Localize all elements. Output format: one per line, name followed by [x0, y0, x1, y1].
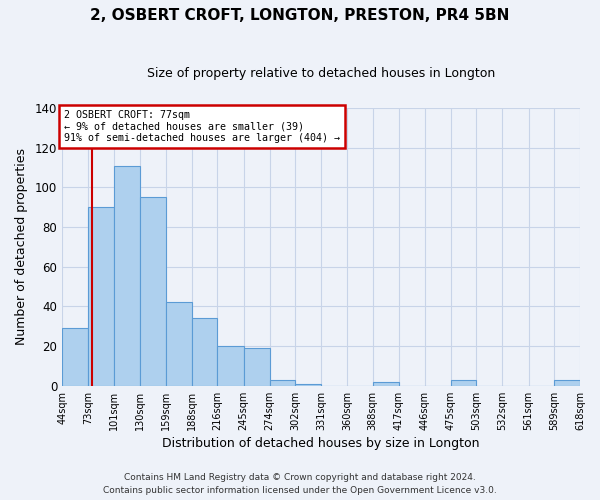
Y-axis label: Number of detached properties: Number of detached properties: [15, 148, 28, 346]
Bar: [269, 380, 295, 386]
Bar: [166, 302, 192, 386]
Bar: [88, 208, 113, 386]
X-axis label: Distribution of detached houses by size in Longton: Distribution of detached houses by size …: [163, 437, 480, 450]
Bar: [192, 318, 217, 386]
Bar: [140, 198, 166, 386]
Text: 2, OSBERT CROFT, LONGTON, PRESTON, PR4 5BN: 2, OSBERT CROFT, LONGTON, PRESTON, PR4 5…: [91, 8, 509, 22]
Bar: [217, 346, 244, 386]
Text: 2 OSBERT CROFT: 77sqm
← 9% of detached houses are smaller (39)
91% of semi-detac: 2 OSBERT CROFT: 77sqm ← 9% of detached h…: [64, 110, 340, 143]
Bar: [451, 380, 476, 386]
Bar: [295, 384, 321, 386]
Bar: [554, 380, 580, 386]
Bar: [244, 348, 269, 386]
Bar: [373, 382, 398, 386]
Title: Size of property relative to detached houses in Longton: Size of property relative to detached ho…: [147, 68, 495, 80]
Bar: [113, 166, 140, 386]
Text: Contains HM Land Registry data © Crown copyright and database right 2024.
Contai: Contains HM Land Registry data © Crown c…: [103, 474, 497, 495]
Bar: [62, 328, 88, 386]
